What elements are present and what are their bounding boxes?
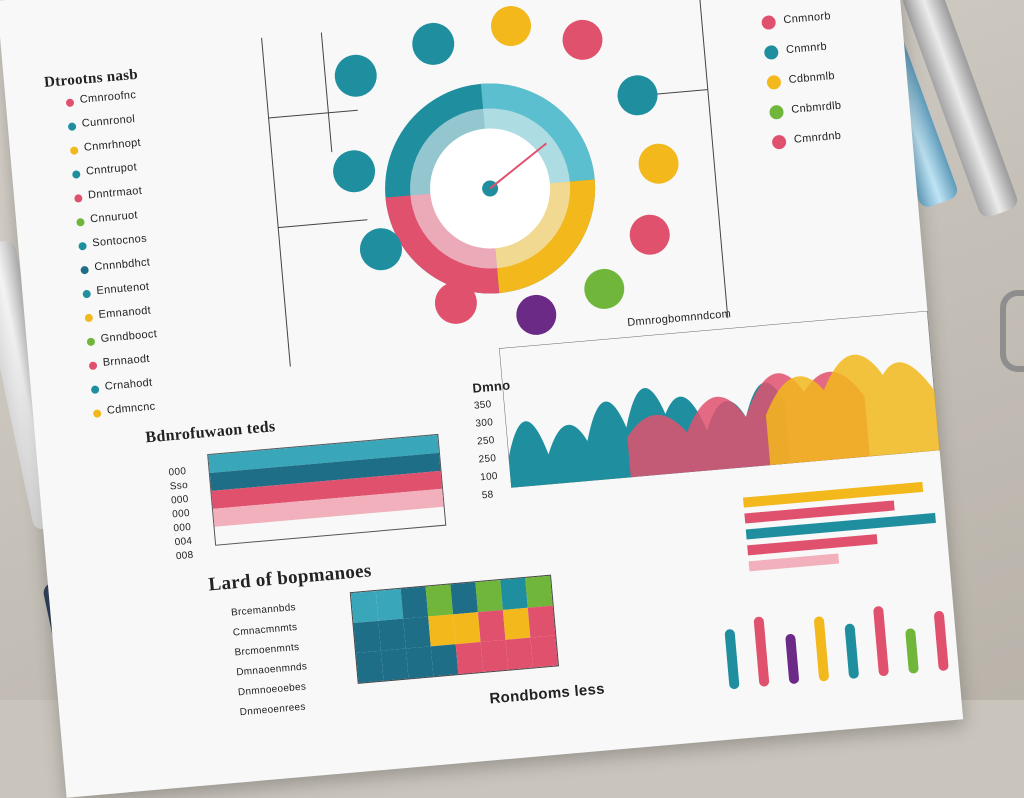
list-item: Gnndbooct bbox=[86, 328, 158, 358]
list-item: Emnanodt bbox=[84, 305, 152, 334]
heatmap-grid bbox=[349, 574, 559, 684]
infographic-sheet: Dtrootns nasb Cmnroofnc Cunnronol Cnmrhn… bbox=[0, 0, 964, 798]
connector-line bbox=[277, 219, 368, 229]
list-item: Cnntrupot bbox=[71, 161, 137, 191]
bar bbox=[742, 481, 924, 508]
list-item: Cnmnorb bbox=[761, 10, 831, 44]
list-item: Sontocnos bbox=[78, 233, 147, 263]
node-circle-yellow bbox=[489, 4, 533, 48]
list-item: Crnahodt bbox=[90, 377, 153, 406]
list-item: Ennutenot bbox=[82, 281, 150, 310]
node-circle-teal bbox=[331, 148, 377, 195]
list-item: Cdmncnc bbox=[92, 400, 156, 430]
stripe-chart bbox=[207, 433, 447, 546]
right-list: Cnmnorb Cnmnrb Cdbnmlb Cnbmrdlb Cmnrdnb bbox=[761, 10, 842, 164]
node-circle-teal bbox=[410, 21, 457, 67]
node-circle-pink bbox=[628, 213, 672, 257]
heading-left-bottom: Lard of bopmanoes bbox=[207, 560, 373, 596]
binder-clip-icon bbox=[1000, 290, 1024, 372]
list-item: Cnnnbdhct bbox=[80, 256, 151, 286]
connector-line bbox=[320, 32, 333, 153]
node-circle-green bbox=[582, 267, 626, 311]
lollipop-chart bbox=[714, 600, 960, 701]
node-circle-purple bbox=[514, 293, 558, 337]
list-item: Brnnaodt bbox=[88, 353, 150, 382]
radial-diagram bbox=[385, 83, 596, 294]
connector-line bbox=[261, 37, 291, 367]
left-list: Cmnroofnc Cunnronol Cnmrhnopt Cnntrupot … bbox=[65, 89, 158, 430]
node-circle-teal bbox=[615, 73, 660, 117]
connector-line bbox=[268, 109, 358, 119]
heading-top-left: Dtrootns nasb bbox=[43, 66, 139, 91]
area-chart bbox=[499, 310, 940, 488]
list-item: Cmnrdnb bbox=[771, 130, 842, 164]
list-item: Cunnronol bbox=[67, 113, 136, 143]
right-chart-header: Dmnrogbomnndcom bbox=[626, 307, 732, 329]
list-item: Cnmrhnopt bbox=[69, 137, 141, 167]
connector-line bbox=[699, 0, 729, 319]
bar bbox=[748, 553, 840, 572]
node-circle-pink bbox=[560, 18, 605, 62]
list-item: Cdbnmlb bbox=[766, 70, 835, 104]
node-circle-yellow bbox=[636, 142, 681, 186]
bottom-left-axis: Brcemannbds Cmnacmnmts Brcmoenmnts Dmnao… bbox=[230, 602, 308, 719]
list-item: Cmnroofnc bbox=[65, 89, 137, 119]
heading-left-mid: Bdnrofuwaon teds bbox=[144, 418, 277, 447]
list-item: Dnntrmaot bbox=[74, 185, 143, 215]
area-chart-axis: 350 300 250 250 100 58 bbox=[473, 399, 499, 502]
list-item: Cnmnrb bbox=[763, 41, 827, 74]
stripe-axis: 000 Sso 000 000 000 004 008 bbox=[168, 466, 194, 563]
list-item: Cnbmrdlb bbox=[768, 100, 842, 134]
bar-panel bbox=[742, 480, 952, 607]
bottom-caption: Rondboms less bbox=[488, 680, 606, 708]
list-item: Cnnuruot bbox=[76, 209, 138, 239]
